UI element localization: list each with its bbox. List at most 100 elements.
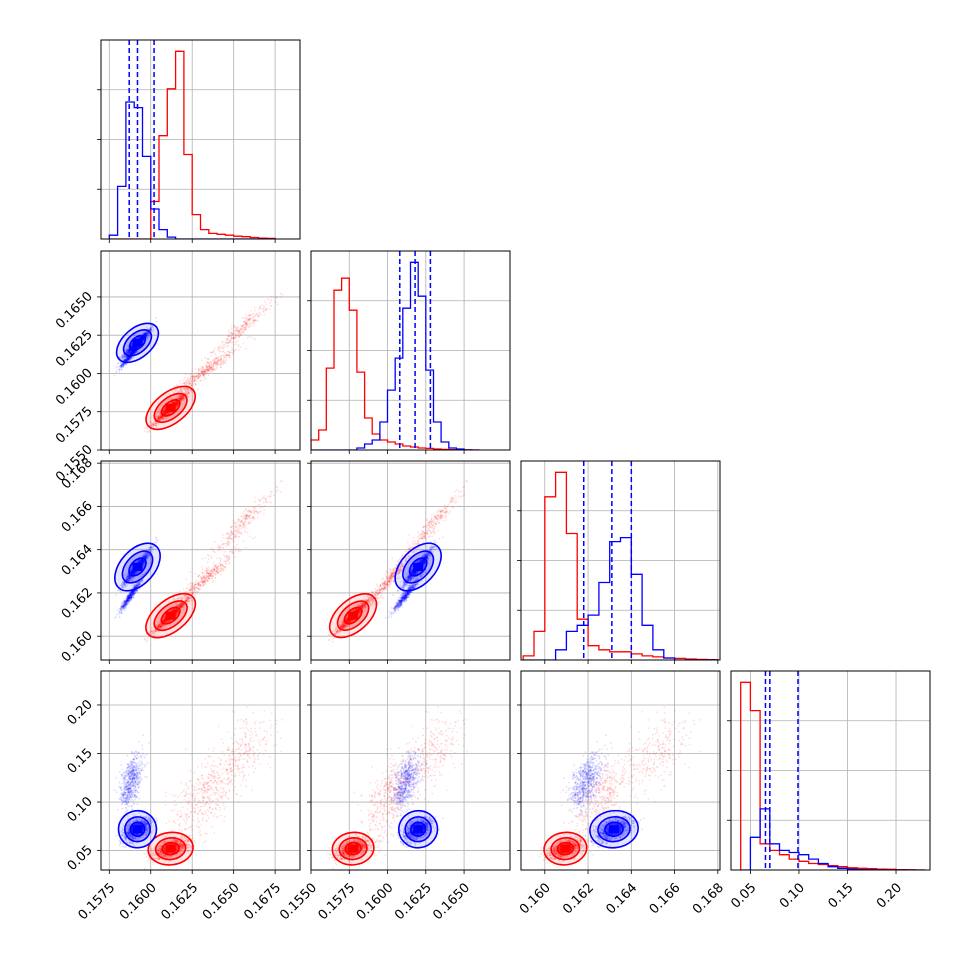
sample-point: [175, 608, 178, 611]
sample-point: [214, 368, 217, 371]
sample-point: [127, 358, 129, 361]
sample-point: [187, 599, 190, 602]
sample-point: [130, 357, 132, 359]
sample-point: [134, 351, 137, 354]
sample-point: [197, 372, 200, 374]
sample-point: [127, 358, 130, 361]
sample-point: [127, 351, 130, 353]
sample-point: [222, 361, 225, 364]
sample-point: [245, 517, 248, 520]
sample-point: [132, 353, 135, 356]
sample-point: [235, 529, 238, 531]
sample-point: [165, 413, 168, 415]
sample-point: [245, 546, 247, 549]
sample-point: [204, 557, 207, 559]
sample-point: [233, 547, 235, 550]
sample-point: [243, 328, 245, 331]
sample-point: [215, 362, 218, 364]
sample-point: [235, 330, 238, 332]
sample-point: [204, 583, 207, 585]
sample-point: [157, 416, 160, 419]
sample-point: [155, 424, 158, 427]
sample-point: [179, 596, 182, 599]
sample-point: [226, 543, 229, 546]
sample-point: [214, 364, 217, 366]
sample-point: [178, 396, 181, 399]
sample-point: [143, 637, 146, 640]
sample-point: [180, 396, 183, 399]
sample-point: [162, 626, 165, 628]
sample-point: [176, 401, 179, 404]
sample-point: [132, 350, 135, 353]
sample-point: [184, 599, 187, 602]
sample-point: [175, 401, 178, 403]
sample-point: [128, 357, 131, 360]
sample-point: [237, 332, 240, 335]
sample-point: [145, 332, 147, 334]
sample-point: [159, 416, 162, 418]
sample-point: [228, 557, 231, 560]
sample-point: [210, 575, 213, 577]
sample-point: [230, 531, 233, 533]
sample-point: [201, 371, 203, 374]
sample-point: [132, 352, 135, 354]
sample-point: [159, 416, 162, 419]
sample-point: [132, 356, 135, 359]
sample-point: [125, 359, 127, 362]
sample-point: [210, 363, 213, 366]
sample-point: [213, 352, 216, 355]
sample-point: [234, 337, 236, 339]
sample-point: [131, 351, 134, 354]
sample-point: [235, 526, 238, 528]
sample-point: [126, 359, 129, 362]
sample-point: [177, 611, 180, 613]
sample-point: [208, 363, 211, 365]
sample-point: [154, 425, 157, 427]
sample-point: [124, 359, 127, 361]
sample-point: [228, 331, 230, 333]
sample-point: [144, 334, 147, 336]
sample-point: [229, 536, 232, 539]
sample-point: [190, 380, 193, 383]
sample-point: [140, 336, 142, 339]
sample-point: [134, 352, 137, 355]
sample-point: [122, 365, 125, 367]
sample-point: [211, 577, 213, 580]
sample-point: [127, 350, 130, 353]
sample-point: [211, 363, 214, 366]
sample-point: [134, 352, 136, 355]
sample-point: [151, 324, 154, 327]
sample-point: [216, 363, 219, 366]
sample-point: [129, 349, 131, 352]
sample-point: [134, 351, 137, 353]
sample-point: [224, 563, 227, 565]
sample-point: [237, 519, 239, 521]
sample-point: [188, 379, 191, 382]
sample-point: [133, 352, 136, 355]
sample-point: [121, 365, 124, 367]
sample-point: [214, 569, 216, 571]
sample-point: [163, 621, 166, 624]
sample-point: [150, 425, 153, 427]
sample-point: [261, 497, 263, 500]
sample-point: [222, 568, 225, 571]
sample-point: [162, 410, 165, 412]
sample-point: [195, 375, 198, 378]
sample-point: [242, 327, 245, 329]
sample-point: [219, 358, 221, 361]
sample-point: [173, 608, 175, 611]
sample-point: [207, 369, 209, 372]
sample-point: [133, 346, 136, 349]
sample-point: [220, 358, 223, 361]
sample-point: [126, 356, 129, 358]
sample-point: [132, 350, 135, 353]
sample-point: [245, 328, 247, 330]
sample-point: [183, 387, 186, 390]
sample-point: [124, 356, 127, 359]
sample-point: [205, 366, 208, 369]
sample-point: [125, 359, 128, 362]
sample-point: [121, 363, 123, 366]
sample-point: [206, 569, 209, 572]
sample-point: [205, 366, 208, 368]
sample-point: [131, 352, 134, 354]
